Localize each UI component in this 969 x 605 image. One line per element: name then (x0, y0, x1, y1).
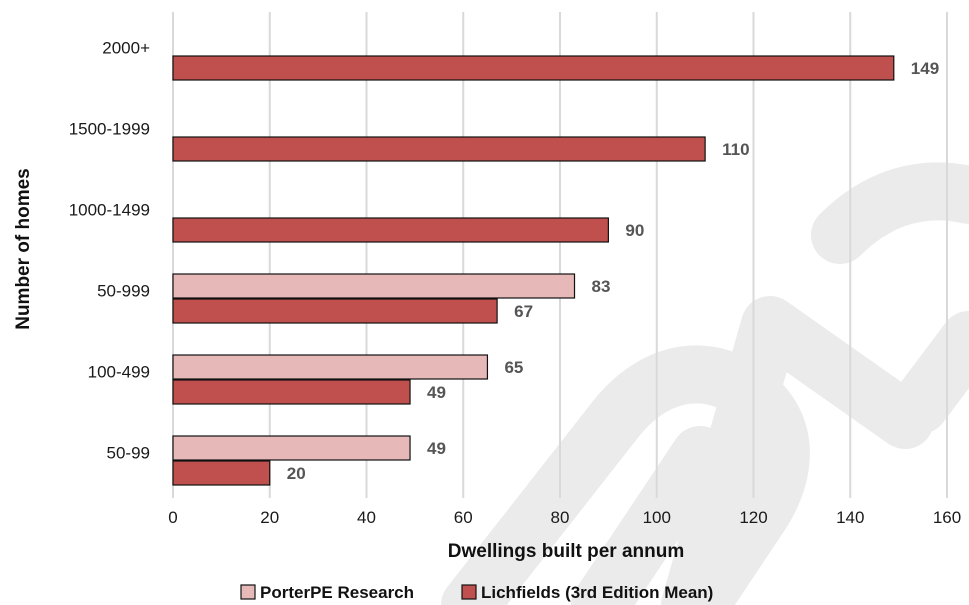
bar-lichfields (172, 379, 411, 405)
bar-lichfields (172, 298, 498, 324)
draft-watermark (441, 162, 969, 605)
data-label-lichfields: 149 (911, 59, 939, 78)
y-category-label: 1500-1999 (69, 120, 150, 139)
legend-swatch-lichfields (461, 584, 477, 600)
grid-lines (172, 12, 948, 498)
legend-label-lichfields: Lichfields (3rd Edition Mean) (481, 583, 713, 602)
data-label-lichfields: 49 (427, 383, 446, 402)
y-category-label: 50-99 (107, 444, 150, 463)
x-axis-title: Dwellings built per annum (448, 541, 684, 562)
data-label-lichfields: 90 (625, 221, 644, 240)
x-tick-label: 40 (357, 508, 376, 527)
y-axis-categories: 2000+ 1500-1999 1000-1499 50-999 100-499 50-9… (69, 39, 150, 463)
x-tick-label: 20 (260, 508, 279, 527)
bar-lichfields (172, 460, 271, 486)
y-category-label: 100-499 (88, 363, 150, 382)
x-tick-label: 140 (836, 508, 864, 527)
watermark-letter-a (661, 296, 934, 605)
bar-porterpe (172, 435, 411, 461)
data-label-porterpe: 49 (427, 439, 446, 458)
bar-lichfields (172, 55, 895, 81)
watermark-letter-r (571, 426, 729, 605)
x-tick-label: 80 (551, 508, 570, 527)
data-labels: 149 110 90 83 67 65 49 49 20 (287, 59, 939, 483)
x-tick-label: 60 (454, 508, 473, 527)
bar-lichfields (172, 136, 706, 162)
x-tick-label: 160 (933, 508, 961, 527)
legend-swatch-porterpe (240, 584, 256, 600)
y-axis-title: Number of homes (13, 168, 34, 330)
data-label-porterpe: 83 (592, 277, 611, 296)
data-label-lichfields: 67 (514, 302, 533, 321)
watermark-letter-t (891, 311, 969, 434)
bar-lichfields (172, 217, 609, 243)
x-tick-label: 120 (739, 508, 767, 527)
legend: PorterPE Research Lichfields (3rd Editio… (240, 583, 713, 602)
watermark-letter-f (811, 162, 969, 264)
legend-label-porterpe: PorterPE Research (260, 583, 414, 602)
x-axis-ticks: 0 20 40 60 80 100 120 140 160 (168, 508, 961, 527)
data-label-porterpe: 65 (504, 358, 523, 377)
bars (172, 55, 895, 486)
data-label-lichfields: 110 (722, 140, 749, 159)
bar-porterpe (172, 273, 576, 299)
y-category-label: 2000+ (102, 39, 150, 58)
x-tick-label: 100 (643, 508, 671, 527)
y-category-label: 1000-1499 (69, 201, 150, 220)
bar-porterpe (172, 354, 489, 380)
x-tick-label: 0 (168, 508, 177, 527)
data-label-lichfields: 20 (287, 464, 306, 483)
y-category-label: 50-999 (97, 282, 150, 301)
